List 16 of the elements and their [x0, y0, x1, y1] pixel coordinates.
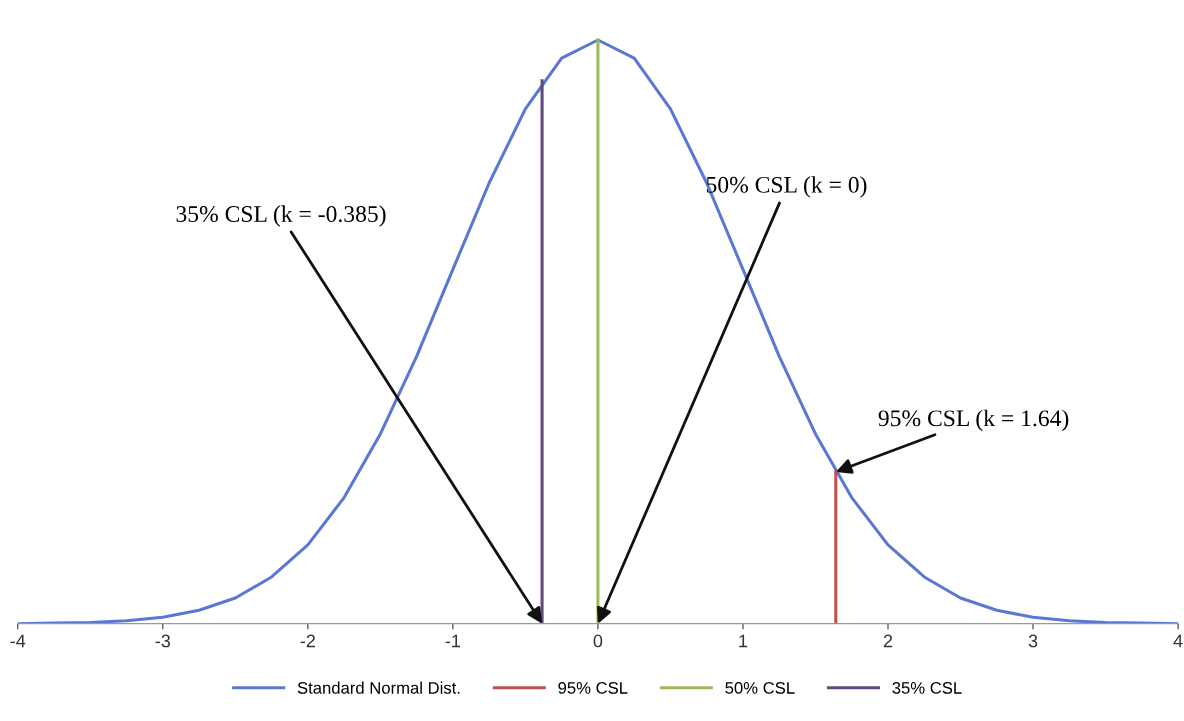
legend-label: 95% CSL — [558, 682, 628, 694]
legend-label: Standard Normal Dist. — [297, 681, 460, 694]
x-tick-label: -1 — [445, 634, 461, 648]
x-tick-label: 4 — [1173, 634, 1183, 648]
x-tick-label: -2 — [300, 634, 315, 648]
x-tick-label: 1 — [739, 634, 748, 648]
annotation: 35% CSL (k = -0.385) — [176, 205, 386, 227]
legend-label: 35% CSL — [892, 682, 962, 694]
legend-label: 50% CSL — [725, 682, 795, 694]
x-tick-label: 2 — [883, 634, 893, 648]
annotation: 50% CSL (k = 0) — [706, 176, 867, 198]
x-tick-label: 3 — [1028, 634, 1038, 648]
x-tick-label: 0 — [593, 634, 603, 648]
x-tick-label: -4 — [10, 634, 26, 648]
x-tick-label: -3 — [155, 634, 171, 648]
annotation: 95% CSL (k = 1.64) — [878, 409, 1069, 432]
